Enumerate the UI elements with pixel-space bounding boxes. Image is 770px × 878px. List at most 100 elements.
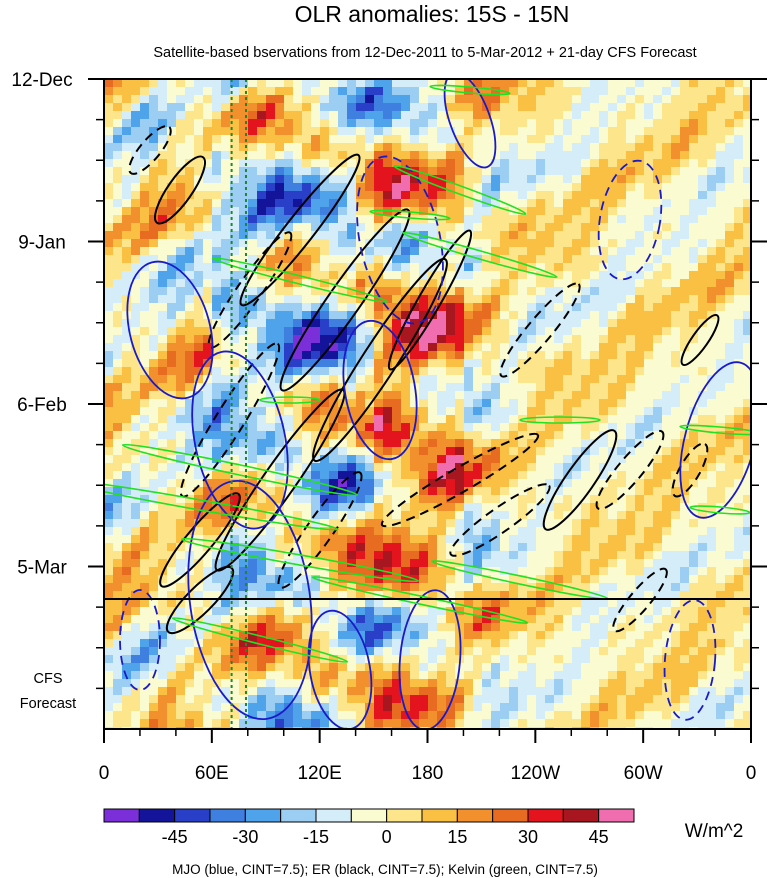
heatmap-cell [410, 311, 420, 320]
heatmap-cell [320, 415, 330, 424]
heatmap-cell [572, 359, 582, 368]
heatmap-cell [437, 135, 447, 144]
heatmap-cell [563, 623, 573, 632]
heatmap-cell [527, 151, 537, 160]
heatmap-cell [311, 79, 321, 88]
heatmap-cell [194, 279, 204, 288]
heatmap-cell [590, 391, 600, 400]
heatmap-cell [509, 175, 519, 184]
heatmap-cell [194, 543, 204, 552]
heatmap-cell [149, 615, 159, 624]
heatmap-cell [743, 119, 751, 128]
heatmap-cell [590, 575, 600, 584]
heatmap-cell [428, 527, 438, 536]
heatmap-cell [338, 311, 348, 320]
heatmap-cell [410, 239, 420, 248]
heatmap-cell [599, 167, 609, 176]
heatmap-cell [212, 415, 222, 424]
heatmap-cell [257, 375, 267, 384]
heatmap-cell [419, 223, 429, 232]
heatmap-cell [203, 119, 213, 128]
heatmap-cell [617, 447, 627, 456]
heatmap-cell [662, 295, 672, 304]
heatmap-cell [545, 87, 555, 96]
heatmap-cell [743, 367, 751, 376]
heatmap-cell [203, 319, 213, 328]
heatmap-cell [500, 455, 510, 464]
heatmap-cell [554, 183, 564, 192]
heatmap-cell [599, 431, 609, 440]
heatmap-cell [653, 391, 663, 400]
heatmap-cell [509, 119, 519, 128]
heatmap-cell [329, 559, 339, 568]
heatmap-cell [419, 119, 429, 128]
heatmap-cell [176, 559, 186, 568]
heatmap-cell [725, 511, 735, 520]
heatmap-cell [563, 463, 573, 472]
heatmap-cell [617, 287, 627, 296]
heatmap-cell [671, 103, 681, 112]
heatmap-cell [392, 375, 402, 384]
heatmap-cell [581, 231, 591, 240]
heatmap-cell [194, 351, 204, 360]
heatmap-cell [554, 215, 564, 224]
heatmap-cell [347, 391, 357, 400]
heatmap-cell [311, 447, 321, 456]
heatmap-cell [653, 503, 663, 512]
heatmap-cell [554, 423, 564, 432]
heatmap-cell [320, 223, 330, 232]
heatmap-cell [698, 503, 708, 512]
heatmap-cell [167, 559, 177, 568]
heatmap-cell [671, 479, 681, 488]
heatmap-cell [635, 263, 645, 272]
heatmap-cell [158, 495, 168, 504]
heatmap-cell [464, 143, 474, 152]
heatmap-cell [518, 143, 528, 152]
heatmap-cell [212, 399, 222, 408]
heatmap-cell [527, 271, 537, 280]
heatmap-cell [329, 383, 339, 392]
heatmap-cell [482, 359, 492, 368]
heatmap-cell [509, 239, 519, 248]
heatmap-cell [293, 519, 303, 528]
heatmap-cell [743, 615, 751, 624]
heatmap-cell [671, 311, 681, 320]
heatmap-cell [491, 127, 501, 136]
heatmap-cell [743, 247, 751, 256]
heatmap-cell [482, 591, 492, 600]
heatmap-cell [212, 599, 222, 608]
heatmap-cell [599, 127, 609, 136]
heatmap-cell [347, 263, 357, 272]
heatmap-cell [500, 231, 510, 240]
heatmap-cell [167, 535, 177, 544]
heatmap-cell [608, 439, 618, 448]
heatmap-cell [248, 167, 258, 176]
heatmap-cell [500, 471, 510, 480]
heatmap-cell [230, 207, 240, 216]
heatmap-cell [113, 167, 123, 176]
heatmap-cell [365, 623, 375, 632]
heatmap-cell [500, 607, 510, 616]
heatmap-cell [293, 495, 303, 504]
heatmap-cell [248, 279, 258, 288]
heatmap-cell [365, 359, 375, 368]
heatmap-cell [122, 351, 132, 360]
heatmap-cell [617, 127, 627, 136]
heatmap-cell [293, 143, 303, 152]
heatmap-cell [194, 247, 204, 256]
heatmap-cell [734, 231, 744, 240]
heatmap-cell [734, 607, 744, 616]
heatmap-cell [230, 415, 240, 424]
heatmap-cell [464, 79, 474, 88]
heatmap-cell [653, 399, 663, 408]
heatmap-cell [221, 495, 231, 504]
heatmap-cell [257, 87, 267, 96]
heatmap-cell [626, 167, 636, 176]
heatmap-cell [464, 223, 474, 232]
heatmap-cell [455, 447, 465, 456]
heatmap-cell [482, 159, 492, 168]
heatmap-cell [392, 87, 402, 96]
heatmap-cell [626, 95, 636, 104]
heatmap-cell [581, 111, 591, 120]
heatmap-cell [419, 575, 429, 584]
